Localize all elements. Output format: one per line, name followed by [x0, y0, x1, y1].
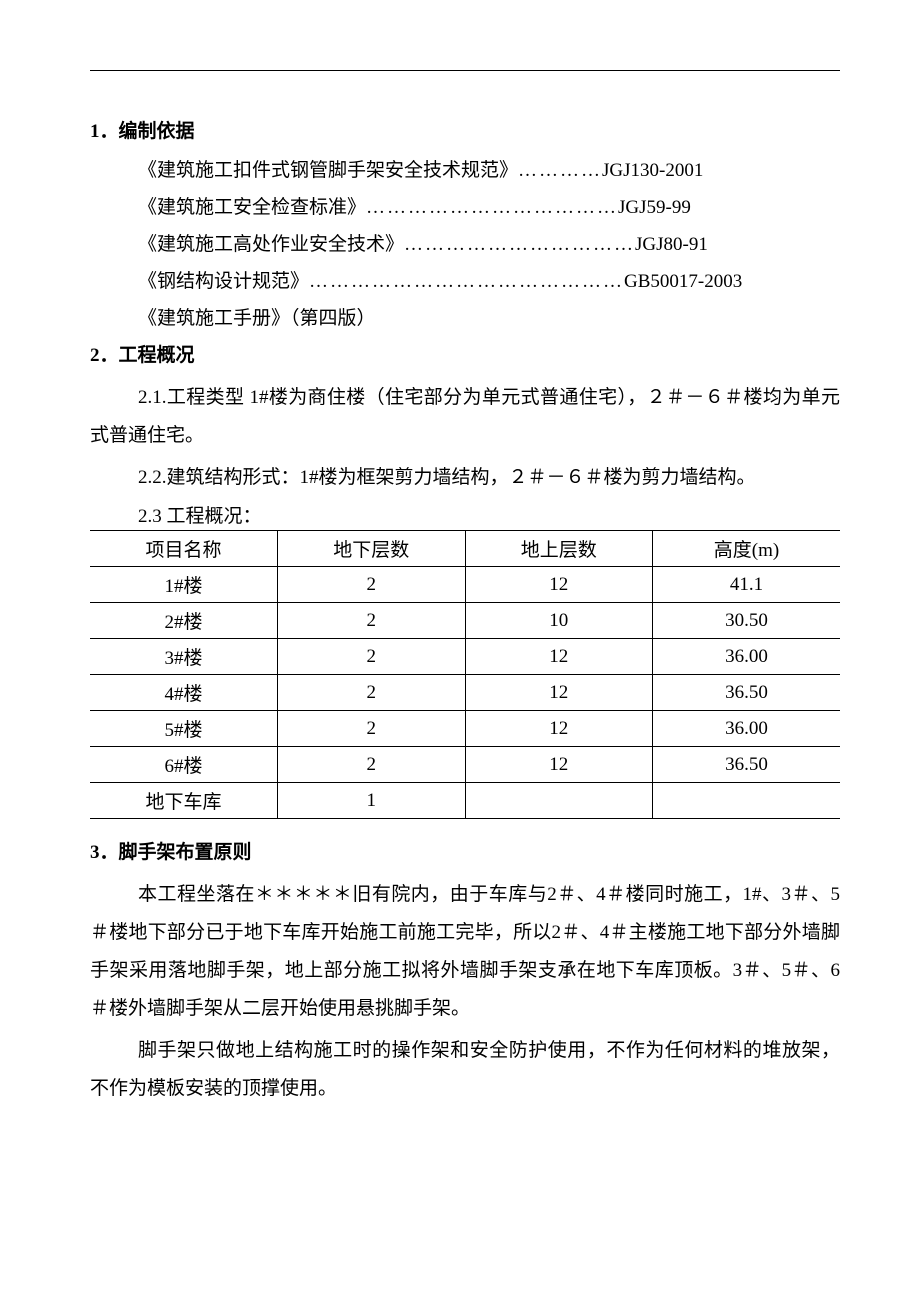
table-cell: 12	[465, 567, 653, 603]
standard-line: 《建筑施工安全检查标准》………………………………JGJ59-99	[90, 192, 840, 219]
table-cell: 10	[465, 603, 653, 639]
standard-title: 《建筑施工高处作业安全技术》	[138, 234, 404, 255]
table-row: 5#楼21236.00	[90, 711, 840, 747]
table-cell: 2#楼	[90, 603, 278, 639]
table-cell: 6#楼	[90, 747, 278, 783]
standard-title: 《建筑施工安全检查标准》	[138, 197, 366, 218]
document-page: 1．编制依据 《建筑施工扣件式钢管脚手架安全技术规范》…………JGJ130-20…	[0, 0, 920, 1302]
table-cell: 2	[278, 639, 466, 675]
top-divider	[90, 70, 840, 71]
table-header-cell: 地上层数	[465, 531, 653, 567]
heading-1: 1．编制依据	[90, 116, 840, 143]
standard-code: GB50017-2003	[624, 271, 742, 292]
table-row: 2#楼21030.50	[90, 603, 840, 639]
standard-dots: ………………………………	[366, 197, 618, 218]
standard-dots: …………	[518, 160, 602, 181]
table-cell: 地下车库	[90, 783, 278, 819]
standard-line: 《建筑施工高处作业安全技术》……………………………JGJ80-91	[90, 229, 840, 256]
table-row: 地下车库1	[90, 783, 840, 819]
project-overview-table: 项目名称 地下层数 地上层数 高度(m) 1#楼21241.12#楼21030.…	[90, 530, 840, 819]
table-body: 1#楼21241.12#楼21030.503#楼21236.004#楼21236…	[90, 567, 840, 819]
table-cell: 36.00	[653, 711, 841, 747]
table-row: 6#楼21236.50	[90, 747, 840, 783]
table-cell: 36.00	[653, 639, 841, 675]
standard-line: 《钢结构设计规范》………………………………………GB50017-2003	[90, 266, 840, 293]
table-header-row: 项目名称 地下层数 地上层数 高度(m)	[90, 531, 840, 567]
standard-line: 《建筑施工扣件式钢管脚手架安全技术规范》…………JGJ130-2001	[90, 155, 840, 182]
table-cell: 41.1	[653, 567, 841, 603]
table-cell: 2	[278, 567, 466, 603]
table-header-cell: 项目名称	[90, 531, 278, 567]
paragraph-2-3: 2.3 工程概况：	[90, 501, 840, 528]
table-cell: 1	[278, 783, 466, 819]
table-cell: 12	[465, 711, 653, 747]
table-cell: 36.50	[653, 747, 841, 783]
table-row: 3#楼21236.00	[90, 639, 840, 675]
table-cell	[653, 783, 841, 819]
standard-line: 《建筑施工手册》（第四版）	[90, 303, 840, 330]
table-cell: 2	[278, 675, 466, 711]
table-cell: 5#楼	[90, 711, 278, 747]
table-header-cell: 高度(m)	[653, 531, 841, 567]
table-cell: 36.50	[653, 675, 841, 711]
standard-code: JGJ80-91	[635, 234, 708, 255]
standard-dots: ………………………………………	[309, 271, 624, 292]
table-cell: 30.50	[653, 603, 841, 639]
paragraph-2-1: 2.1.工程类型 1#楼为商住楼（住宅部分为单元式普通住宅），２＃－６＃楼均为单…	[90, 379, 840, 455]
standard-title: 《建筑施工扣件式钢管脚手架安全技术规范》	[138, 160, 518, 181]
table-cell: 1#楼	[90, 567, 278, 603]
table-cell: 3#楼	[90, 639, 278, 675]
standard-title: 《钢结构设计规范》	[138, 271, 309, 292]
heading-2: 2．工程概况	[90, 340, 840, 367]
table-cell	[465, 783, 653, 819]
table-cell: 12	[465, 675, 653, 711]
table-cell: 2	[278, 603, 466, 639]
table-header-cell: 地下层数	[278, 531, 466, 567]
table-cell: 4#楼	[90, 675, 278, 711]
standard-code: JGJ59-99	[618, 197, 691, 218]
standard-dots: ……………………………	[404, 234, 635, 255]
heading-3: 3．脚手架布置原则	[90, 837, 840, 864]
paragraph-3-1: 本工程坐落在＊＊＊＊＊旧有院内，由于车库与2＃、4＃楼同时施工，1#、3＃、5＃…	[90, 876, 840, 1028]
table-row: 1#楼21241.1	[90, 567, 840, 603]
standard-title: 《建筑施工手册》（第四版）	[138, 308, 376, 329]
table-row: 4#楼21236.50	[90, 675, 840, 711]
table-cell: 12	[465, 747, 653, 783]
table-cell: 12	[465, 639, 653, 675]
table-cell: 2	[278, 711, 466, 747]
standard-code: JGJ130-2001	[602, 160, 703, 181]
paragraph-2-2: 2.2.建筑结构形式：1#楼为框架剪力墙结构，２＃－６＃楼为剪力墙结构。	[90, 459, 840, 497]
table-cell: 2	[278, 747, 466, 783]
paragraph-3-2: 脚手架只做地上结构施工时的操作架和安全防护使用，不作为任何材料的堆放架，不作为模…	[90, 1032, 840, 1108]
